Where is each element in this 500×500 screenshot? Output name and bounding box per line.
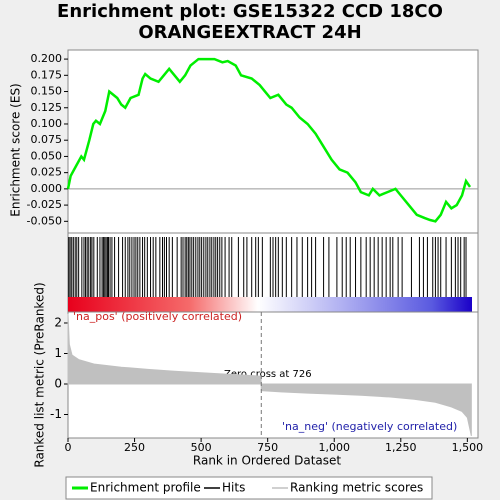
y-tick-label: 0.050 bbox=[31, 149, 63, 162]
y2-tick-label: -1 bbox=[50, 407, 62, 421]
x-tick-label: 1,250 bbox=[385, 441, 417, 454]
x-tick-label: 750 bbox=[257, 441, 278, 454]
y-tick-label: -0.025 bbox=[27, 198, 62, 211]
y-tick-label: 0.200 bbox=[31, 52, 63, 65]
es-panel bbox=[67, 49, 479, 234]
y2-axis-label: Ranked list metric (PreRanked) bbox=[33, 282, 47, 467]
metric-area bbox=[67, 313, 472, 436]
chart-title: Enrichment plot: GSE15322 CCD 18CO bbox=[57, 1, 443, 22]
y2-tick-label: 2 bbox=[54, 315, 62, 329]
x-tick-label: 500 bbox=[191, 441, 212, 454]
color-bar bbox=[68, 297, 472, 312]
x-tick-label: 1,000 bbox=[318, 441, 350, 454]
legend-label: Hits bbox=[222, 481, 245, 495]
chart-title: ORANGEEXTRACT 24H bbox=[138, 22, 361, 43]
y2-tick-label: 1 bbox=[54, 346, 62, 360]
y-tick-label: 0.150 bbox=[31, 85, 63, 98]
y-tick-label: 0.175 bbox=[31, 68, 63, 81]
y-tick-label: -0.050 bbox=[27, 214, 62, 227]
x-tick-label: 1,500 bbox=[452, 441, 484, 454]
y2-tick-label: 0 bbox=[54, 377, 62, 391]
annotation: 'na_pos' (positively correlated) bbox=[73, 310, 242, 323]
legend bbox=[65, 476, 433, 500]
x-axis-label: Rank in Ordered Dataset bbox=[193, 454, 341, 468]
y-axis-label: Enrichment score (ES) bbox=[9, 83, 23, 216]
y-tick-label: 0.125 bbox=[31, 101, 63, 114]
x-tick-label: 250 bbox=[124, 441, 145, 454]
x-tick-label: 0 bbox=[65, 441, 72, 454]
y-tick-label: 0.000 bbox=[31, 182, 63, 195]
legend-label: Ranking metric scores bbox=[290, 481, 423, 495]
es-line bbox=[66, 57, 472, 223]
annotation: Zero cross at 726 bbox=[224, 369, 312, 380]
y-tick-label: 0.100 bbox=[31, 117, 63, 130]
legend-label: Enrichment profile bbox=[90, 481, 201, 495]
y-tick-label: 0.025 bbox=[31, 166, 63, 179]
y-tick-label: 0.075 bbox=[31, 133, 63, 146]
annotation: 'na_neg' (negatively correlated) bbox=[282, 420, 457, 433]
